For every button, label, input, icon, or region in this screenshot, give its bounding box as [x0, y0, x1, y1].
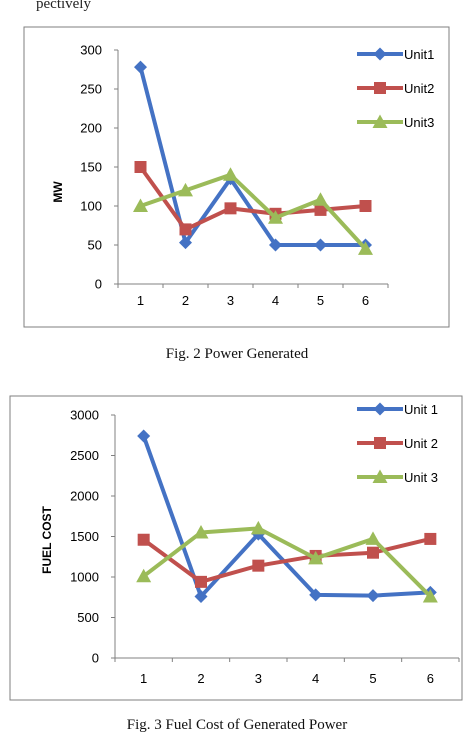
x-tick-label: 3	[255, 671, 262, 686]
figure-caption-power: Fig. 2 Power Generated	[165, 346, 309, 362]
y-tick-label: 2000	[70, 489, 99, 504]
series-unit2-point	[314, 203, 327, 216]
series-unit1-point	[269, 238, 282, 252]
x-tick-label: 2	[182, 293, 189, 308]
series-unit2-point	[134, 161, 147, 173]
series-unit2-point	[195, 575, 207, 588]
x-tick-label: 5	[369, 671, 376, 686]
x-tick-label: 1	[140, 671, 147, 686]
x-tick-label: 6	[427, 671, 434, 686]
x-tick-label: 3	[227, 293, 234, 308]
legend-marker	[373, 47, 387, 61]
series-unit3-point	[268, 210, 283, 224]
legend-marker	[374, 437, 386, 449]
series-unit3-point	[136, 568, 152, 583]
series-unit3-point	[422, 588, 438, 603]
series-unit3-point	[313, 192, 328, 206]
series-unit2-point	[252, 559, 265, 572]
power-generated-chart: 0 50 100 150 200 250 300 1 2 3 4 5 6 MW Unit1 Unit2 Unit…	[23, 26, 450, 328]
legend-label: Unit 3	[404, 470, 438, 485]
y-axis-title: MW	[51, 181, 65, 203]
legend-marker	[373, 402, 387, 416]
y-tick-label: 0	[92, 651, 99, 666]
x-tick-label: 5	[317, 293, 324, 308]
legend-label: Unit1	[404, 47, 434, 62]
series-unit3-point	[365, 531, 381, 545]
legend-marker	[374, 82, 386, 94]
y-tick-label: 0	[95, 277, 102, 292]
y-tick-label: 2500	[70, 448, 99, 463]
series-unit1-point	[194, 589, 208, 603]
series-unit2-point	[179, 223, 192, 236]
y-tick-label: 1500	[70, 529, 99, 544]
y-tick-label: 150	[80, 160, 102, 175]
y-tick-label: 300	[80, 43, 102, 58]
series-unit3-line	[139, 172, 367, 251]
series-unit1-point	[314, 238, 327, 252]
series-unit3-point	[308, 550, 324, 565]
x-tick-label: 6	[362, 293, 369, 308]
x-tick-label: 4	[312, 671, 319, 686]
series-unit2-point	[424, 532, 437, 545]
x-tick-label: 1	[137, 293, 144, 308]
y-tick-label: 200	[80, 121, 102, 136]
series-unit3-point	[223, 167, 238, 181]
y-tick-label: 1000	[70, 570, 99, 585]
series-unit3-point	[133, 198, 148, 212]
series-unit3-line	[142, 526, 432, 598]
series-unit1-point	[137, 429, 151, 443]
top-text-fragment: pectively	[36, 0, 91, 12]
y-tick-label: 500	[77, 610, 99, 625]
legend-label: Unit2	[404, 81, 434, 96]
series-unit1-line	[141, 435, 431, 599]
y-axis-title: FUEL COST	[40, 505, 54, 573]
series-unit2-point	[367, 546, 379, 559]
series-unit2-point	[359, 200, 372, 212]
series-unit3-point	[193, 524, 209, 539]
legend-label: Unit 1	[404, 402, 438, 417]
legend-marker	[372, 469, 388, 483]
series-unit2-point	[224, 202, 237, 215]
legend-label: Unit3	[404, 115, 434, 130]
series-unit1-point	[309, 588, 323, 602]
legend-label: Unit 2	[404, 436, 438, 451]
figure-caption-fuel-cost: Fig. 3 Fuel Cost of Generated Power	[126, 717, 348, 733]
series-unit3-point	[178, 182, 193, 197]
series-unit3-point	[250, 520, 266, 535]
chart-frame	[23, 26, 450, 328]
legend-marker	[372, 114, 388, 128]
y-tick-label: 100	[80, 199, 102, 214]
y-tick-label: 50	[88, 238, 102, 253]
series-unit1-point	[134, 60, 147, 74]
series-unit3-point	[358, 241, 373, 255]
y-tick-label: 3000	[70, 408, 99, 423]
series-unit1-point	[366, 589, 380, 603]
series-unit2-point	[137, 533, 150, 546]
x-tick-label: 2	[197, 671, 204, 686]
series-unit1-point	[179, 236, 192, 250]
x-tick-label: 4	[272, 293, 279, 308]
fuel-cost-chart: 0 500 1000 1500 2000 2500 3000 1 2 3 4 5 6 FUEL COST U…	[9, 395, 463, 701]
y-tick-label: 250	[80, 82, 102, 97]
